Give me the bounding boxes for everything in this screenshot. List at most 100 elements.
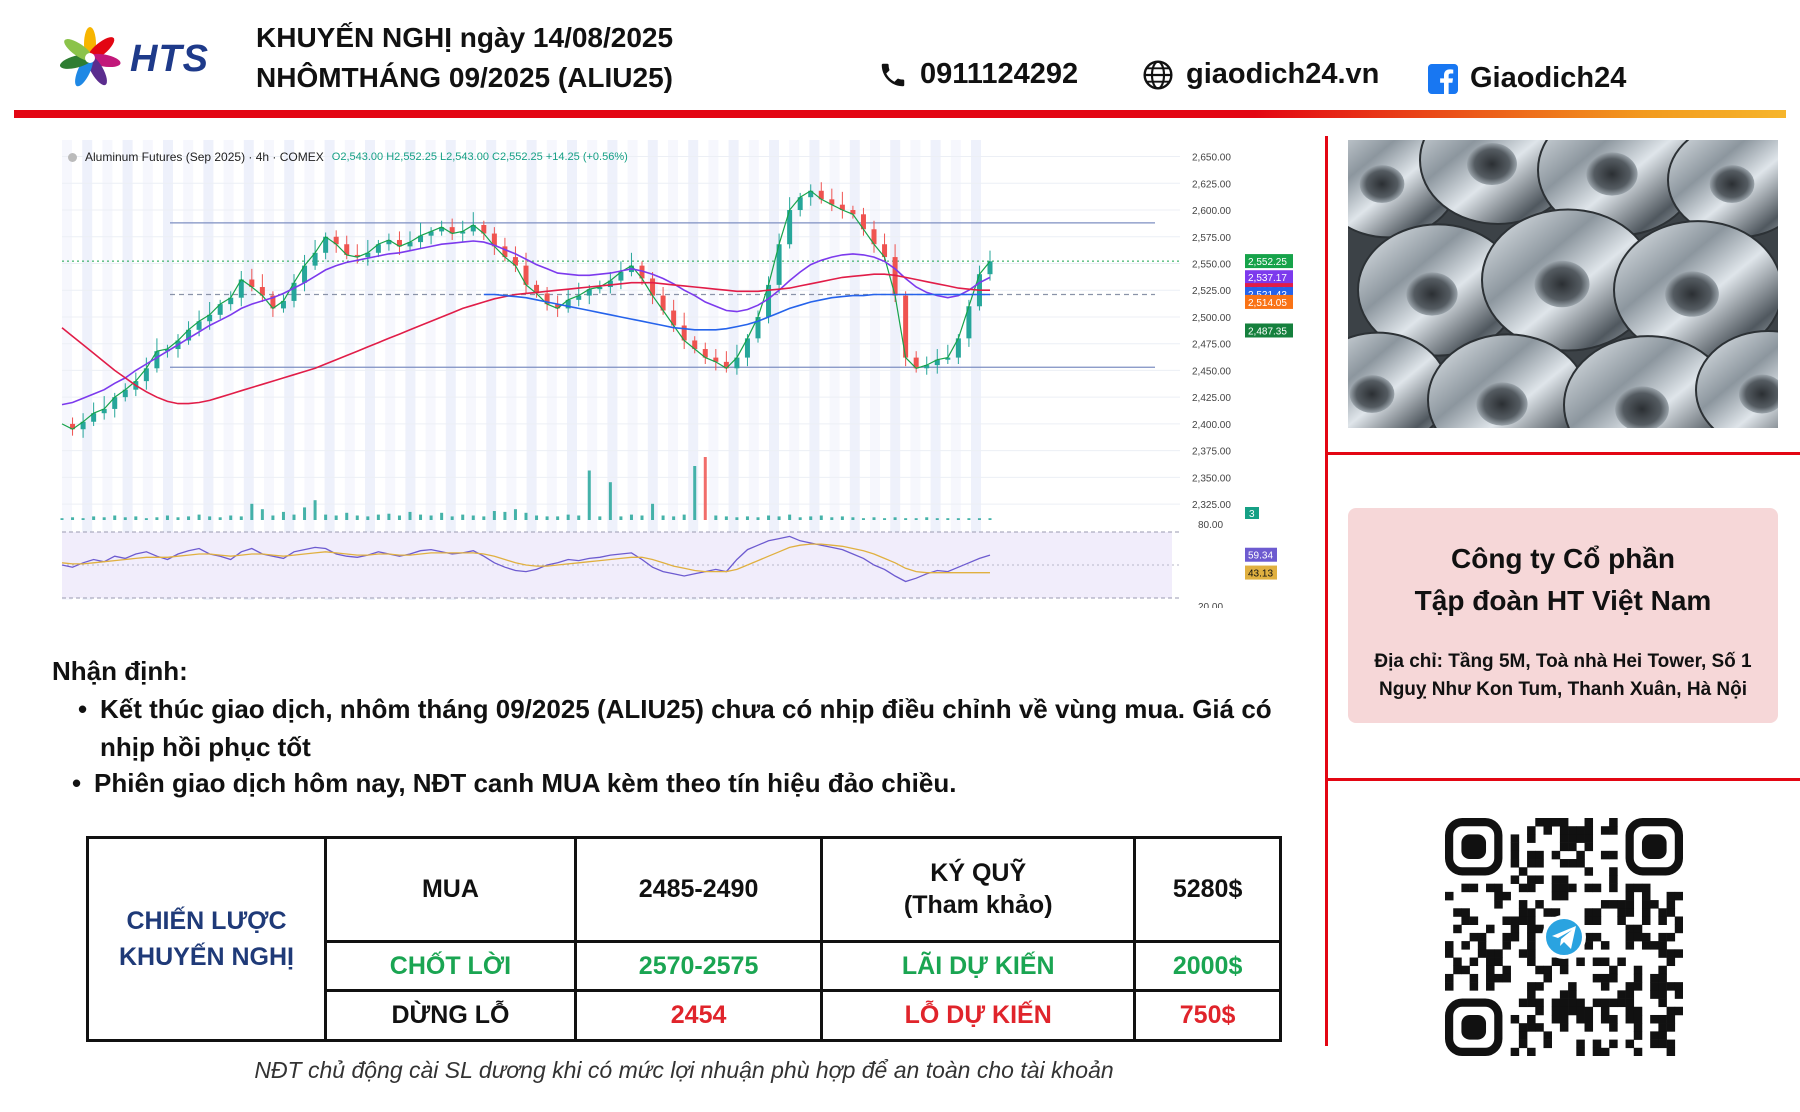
qr-module — [1641, 891, 1651, 901]
volume-bar — [587, 470, 591, 520]
volume-bar — [429, 515, 433, 520]
candle — [280, 300, 286, 309]
volume-bar — [977, 518, 981, 520]
qr-module — [1576, 998, 1585, 1008]
qr-module — [1658, 990, 1667, 999]
website-contact[interactable]: giaodich24.vn — [1142, 58, 1379, 91]
volume-bar — [545, 516, 549, 520]
qr-module — [1486, 973, 1495, 983]
candle — [491, 233, 497, 247]
candle — [333, 236, 339, 245]
price-badge-label: 2,537.17 — [1248, 273, 1287, 284]
logo-text: HTS — [130, 38, 209, 80]
qr-module — [1543, 826, 1552, 835]
chart-canvas: 2,650.00 2,625.00 2,600.00 2,575.00 2,550.00… — [60, 140, 1293, 608]
series-line — [61, 273, 990, 405]
qr-module — [1494, 949, 1503, 958]
volume-bar — [745, 516, 749, 520]
qr-module — [1527, 834, 1536, 843]
volume-bar — [988, 518, 992, 520]
analysis-text-1: Kết thúc giao dịch, nhôm tháng 09/2025 (… — [100, 694, 1272, 762]
facebook-contact[interactable]: Giaodich24 — [1428, 62, 1626, 95]
qr-module — [1510, 834, 1520, 843]
volume-bar — [598, 516, 602, 520]
volume-bar — [250, 503, 254, 520]
qr-module — [1641, 883, 1651, 893]
qr-module — [1559, 1006, 1569, 1016]
qr-module — [1600, 998, 1610, 1008]
volume-bar — [608, 482, 612, 520]
qr-module — [1576, 850, 1585, 860]
qr-module — [1551, 998, 1561, 1008]
volume-bar — [946, 518, 950, 520]
qr-module — [1658, 965, 1667, 975]
candle — [766, 284, 772, 317]
facebook-link: Giaodich24 — [1470, 62, 1627, 94]
qr-module — [1600, 1006, 1610, 1016]
qr-module — [1633, 973, 1643, 983]
qr-module — [1453, 965, 1462, 975]
qr-module — [1592, 932, 1602, 942]
qr-module — [1625, 998, 1635, 1008]
qr-module — [1445, 941, 1454, 950]
qr-module — [1609, 1039, 1618, 1049]
qr-module — [1535, 1006, 1544, 1016]
qr-module — [1527, 850, 1536, 860]
volume-bar — [619, 516, 623, 520]
qr-module — [1518, 908, 1528, 917]
candle — [407, 242, 413, 247]
qr-module — [1658, 1031, 1667, 1040]
candle — [207, 314, 213, 322]
qr-module — [1633, 965, 1643, 975]
volume-bar — [197, 514, 201, 520]
qr-module — [1527, 982, 1536, 991]
qr-module — [1469, 883, 1479, 893]
rsi-value-badge — [1245, 565, 1277, 580]
qr-module — [1535, 900, 1544, 909]
volume-bar — [735, 517, 739, 520]
qr-module — [1559, 859, 1569, 868]
candle — [365, 252, 371, 258]
qr-module — [1617, 908, 1626, 917]
buy-range: 2485-2490 — [573, 836, 824, 943]
qr-module — [1666, 1006, 1676, 1016]
price-badge — [1245, 254, 1293, 269]
series-line — [61, 190, 991, 430]
qr-module — [1592, 1047, 1602, 1057]
qr-module — [1477, 949, 1487, 958]
qr-module — [1674, 982, 1684, 991]
qr-module — [1674, 990, 1684, 999]
qr-module — [1551, 875, 1561, 884]
volume-bar — [218, 517, 222, 520]
qr-module — [1543, 965, 1552, 975]
candle — [892, 257, 898, 296]
qr-module — [1510, 916, 1520, 925]
qr-module — [1461, 916, 1470, 925]
volume-bar — [651, 503, 655, 520]
qr-module — [1666, 1023, 1676, 1032]
candle — [744, 338, 750, 358]
candle — [787, 210, 793, 245]
phone-contact[interactable]: 0911124292 — [878, 58, 1078, 91]
qr-module — [1559, 998, 1569, 1008]
candle — [945, 357, 951, 360]
website-link: giaodich24.vn — [1186, 58, 1380, 90]
qr-module — [1551, 883, 1561, 893]
qr-module — [1641, 916, 1651, 925]
qr-module — [1502, 916, 1511, 925]
volume-bar — [123, 517, 127, 520]
aluminum-coils-photo — [1348, 140, 1778, 428]
chart-header: Aluminum Futures (Sep 2025) · 4h · COMEX… — [68, 150, 628, 164]
qr-module — [1461, 941, 1470, 950]
qr-module — [1592, 916, 1602, 925]
qr-module — [1633, 982, 1643, 991]
qr-module — [1568, 826, 1577, 835]
qr-module — [1625, 941, 1635, 950]
qr-module — [1576, 1006, 1585, 1016]
qr-module — [1658, 973, 1667, 983]
candle — [143, 368, 149, 382]
globe-icon — [1143, 59, 1173, 90]
coil-core — [1406, 272, 1458, 316]
qr-module — [1650, 941, 1659, 950]
telegram-qr-code[interactable] — [1444, 817, 1684, 1057]
